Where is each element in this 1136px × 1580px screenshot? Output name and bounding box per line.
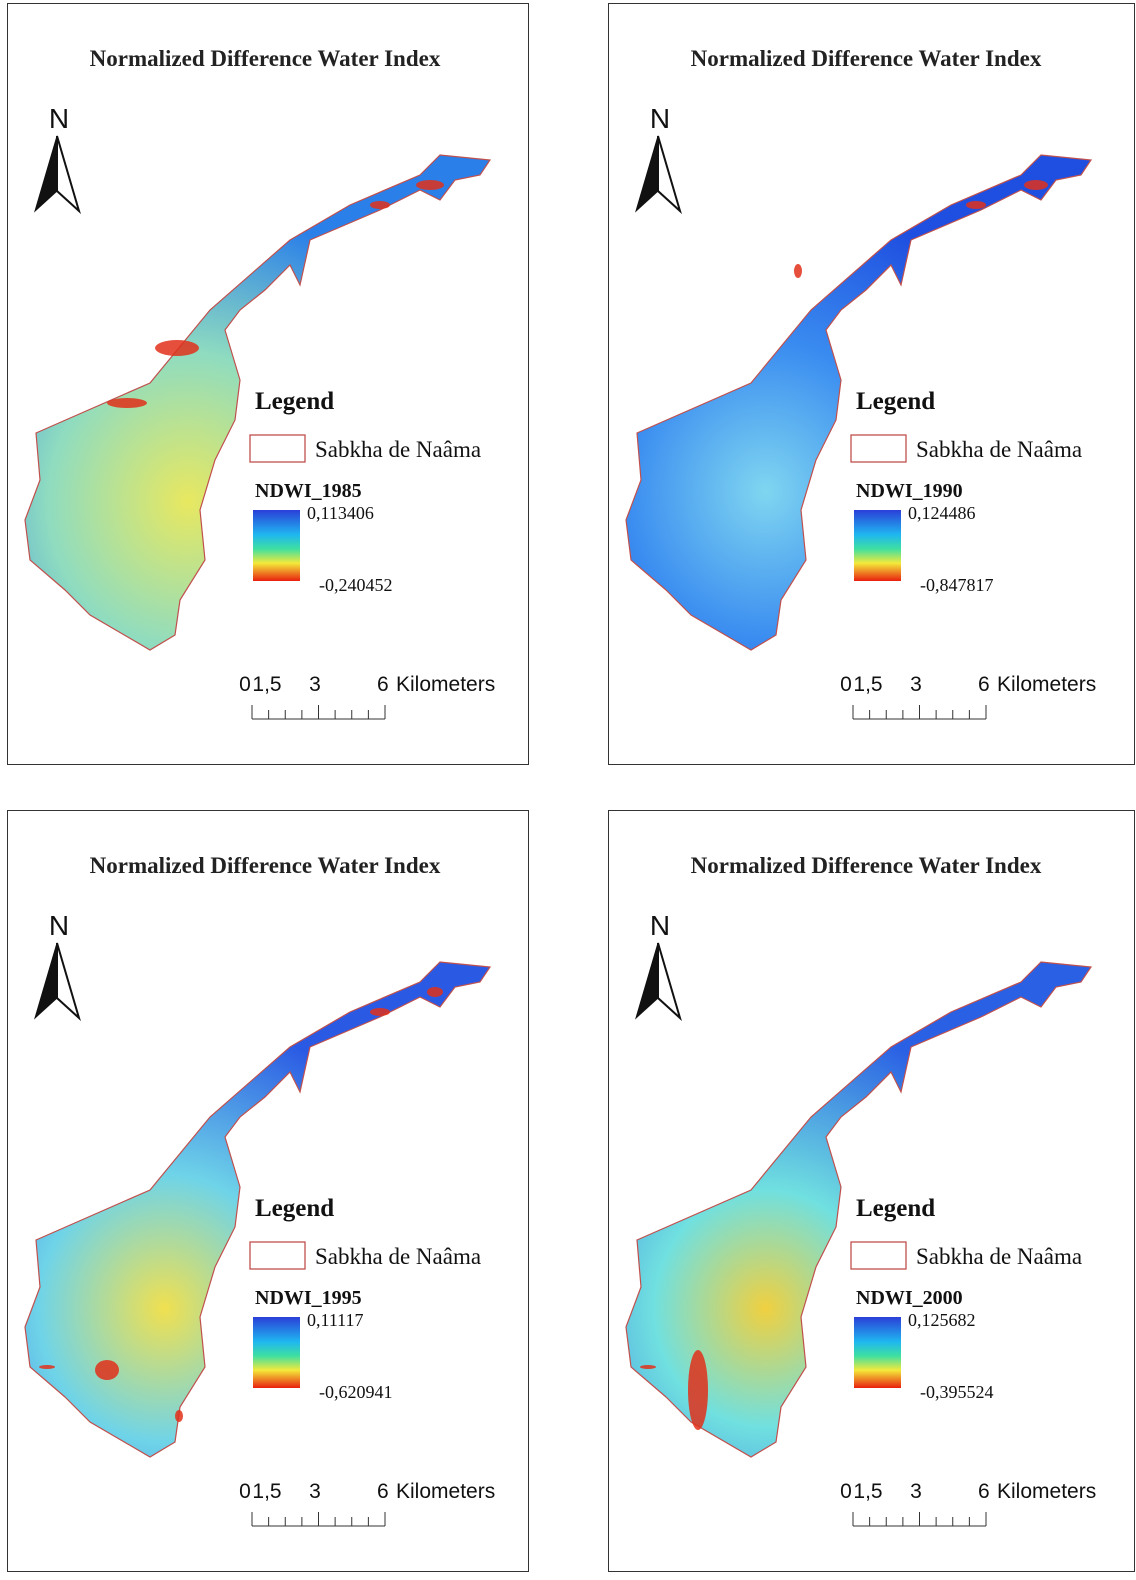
ramp-low-label: -0,395524 [920,1382,994,1402]
map-title: Normalized Difference Water Index [691,46,1042,71]
ramp-low-label: -0,240452 [319,575,393,595]
scale-tick-label: 6 [978,1480,990,1503]
scale-tick-label: 0 [840,1480,852,1503]
north-arrow [57,136,79,211]
north-label: N [49,910,69,941]
scale-tick-label: 0 [239,1480,251,1503]
north-arrow [35,136,57,211]
panel-border [8,811,529,1572]
low-ndwi-patch [39,1365,55,1369]
boundary-swatch [851,1242,906,1269]
scale-tick-label: 1,5 [252,673,281,696]
scale-tick-label: 6 [978,673,990,696]
low-ndwi-patch [427,987,443,997]
ramp-low-label: -0,847817 [920,575,994,595]
map-panel: Normalized Difference Water Index N Legend… [8,4,529,765]
map-title: Normalized Difference Water Index [691,853,1042,878]
legend-title: Legend [255,1195,334,1222]
map-panel: Normalized Difference Water Index N Legend… [609,811,1135,1572]
low-ndwi-patch [688,1350,708,1430]
boundary-label: Sabkha de Naâma [315,437,481,462]
north-arrow [658,943,680,1018]
layer-name: NDWI_1995 [255,1287,362,1309]
scale-tick-label: 3 [309,1480,321,1503]
low-ndwi-patch [794,264,802,278]
low-ndwi-patch [1024,180,1048,190]
legend-title: Legend [856,1195,935,1222]
low-ndwi-patch [640,1365,656,1369]
scale-unit: Kilometers [396,1480,495,1503]
panel-border [8,4,529,765]
scale-tick-label: 0 [840,673,852,696]
scale-tick-label: 1,5 [853,1480,882,1503]
north-arrow [636,943,658,1018]
low-ndwi-patch [370,1008,390,1016]
boundary-label: Sabkha de Naâma [315,1244,481,1269]
low-ndwi-patch [107,398,147,408]
map-panel: Normalized Difference Water Index N Legend… [8,811,529,1572]
panel-border [609,811,1135,1572]
boundary-swatch [250,435,305,462]
boundary-swatch [250,1242,305,1269]
ramp-high-label: 0,113406 [307,503,374,523]
ramp-high-label: 0,11117 [307,1310,364,1330]
north-label: N [49,103,69,134]
ramp-high-label: 0,125682 [908,1310,976,1330]
ramp-high-label: 0,124486 [908,503,976,523]
ramp-low-label: -0,620941 [319,1382,393,1402]
scale-tick-label: 1,5 [252,1480,281,1503]
north-label: N [650,103,670,134]
map-figure: Normalized Difference Water Index N Legend… [0,0,1136,1580]
low-ndwi-patch [95,1360,119,1380]
north-label: N [650,910,670,941]
map-panel: Normalized Difference Water Index N Legend… [609,4,1135,765]
layer-name: NDWI_2000 [856,1287,963,1309]
color-ramp [854,1317,901,1388]
legend-title: Legend [856,388,935,415]
north-arrow [658,136,680,211]
color-ramp [253,1317,300,1388]
low-ndwi-patch [370,201,390,209]
north-arrow [35,943,57,1018]
scale-tick-label: 0 [239,673,251,696]
layer-name: NDWI_1990 [856,480,963,502]
layer-name: NDWI_1985 [255,480,362,502]
north-arrow [636,136,658,211]
color-ramp [253,510,300,581]
legend-title: Legend [255,388,334,415]
scale-unit: Kilometers [997,1480,1096,1503]
boundary-label: Sabkha de Naâma [916,1244,1082,1269]
scale-tick-label: 6 [377,673,389,696]
scale-tick-label: 3 [309,673,321,696]
scale-tick-label: 6 [377,1480,389,1503]
color-ramp [854,510,901,581]
scale-tick-label: 3 [910,1480,922,1503]
low-ndwi-patch [155,340,199,356]
map-title: Normalized Difference Water Index [90,853,441,878]
scale-tick-label: 1,5 [853,673,882,696]
map-title: Normalized Difference Water Index [90,46,441,71]
low-ndwi-patch [966,201,986,209]
scale-unit: Kilometers [997,673,1096,696]
boundary-label: Sabkha de Naâma [916,437,1082,462]
scale-tick-label: 3 [910,673,922,696]
north-arrow [57,943,79,1018]
low-ndwi-patch [175,1410,183,1422]
boundary-swatch [851,435,906,462]
panel-border [609,4,1135,765]
low-ndwi-patch [416,180,444,190]
scale-unit: Kilometers [396,673,495,696]
